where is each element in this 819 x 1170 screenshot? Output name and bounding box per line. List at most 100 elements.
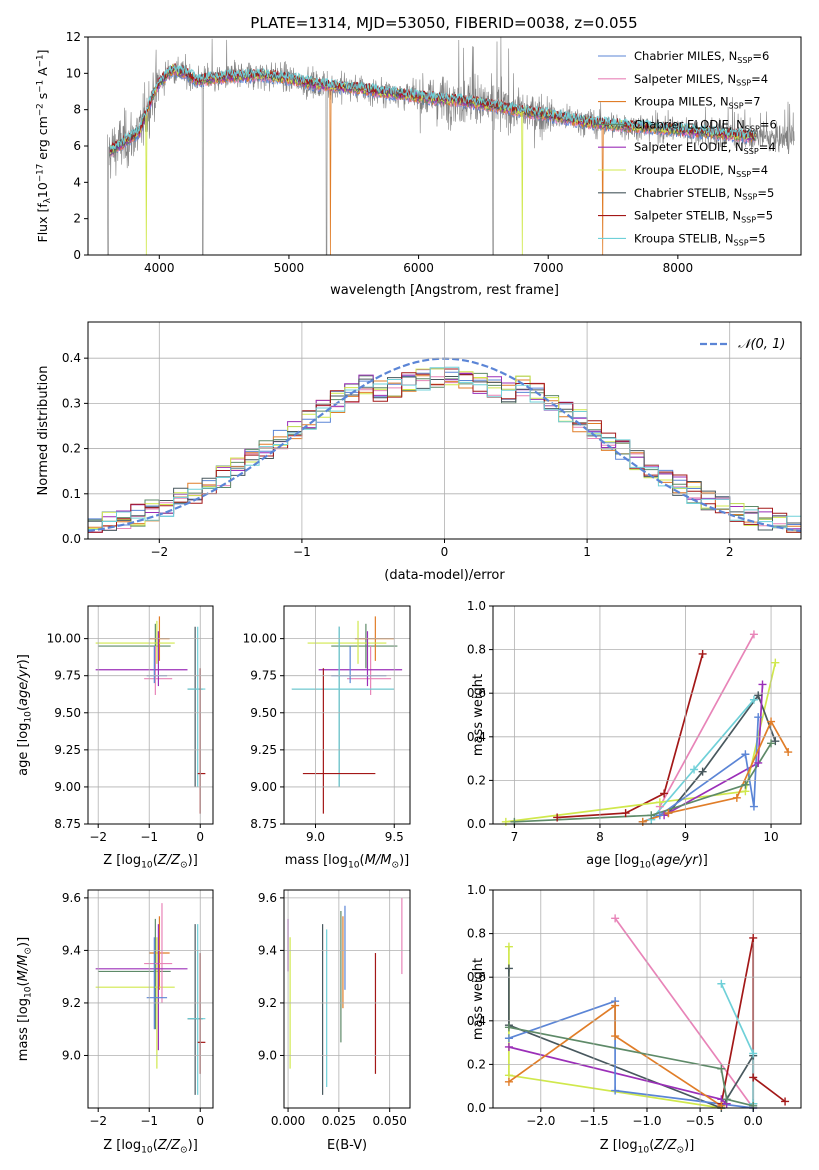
label-part: )] [16,937,31,947]
weight-line-salpeter-miles [659,633,755,808]
figure-title: PLATE=1314, MJD=53050, FIBERID=0038, z=0… [250,14,637,32]
x-tick-label: −1.0 [632,1114,661,1128]
label-part: Kroupa MILES, N [634,95,729,109]
label-part: )] [684,1138,694,1153]
x-tick-label: −1 [140,830,158,844]
weight-marker [749,802,758,811]
y-tick-label: 9.4 [62,943,81,957]
label-part: ⊙ [180,860,188,870]
label-part: −1 [36,54,46,67]
weight-marker [647,811,656,820]
y-axis-label: mass weight [471,674,486,756]
label-part: M/M [365,853,392,868]
label-part: λ [43,198,53,203]
model-spectrum-kroupa-stelib [109,64,756,150]
label-part: −17 [36,164,46,182]
legend-label: Salpeter STELIB, NSSP=5 [634,209,773,225]
label-part: 10 [638,1145,650,1155]
y-tick-label: 10 [66,66,81,80]
weight-marker [611,1001,620,1010]
label-part: Z [log [103,1138,141,1153]
legend-label: Kroupa MILES, NSSP=7 [634,95,761,111]
label-part: SSP [729,101,744,110]
y-tick-label: 0.2 [467,1057,486,1071]
y-tick-label: 0.4 [467,730,486,744]
y-tick-label: 10.00 [243,632,277,646]
weight-marker [749,695,758,704]
x-tick-label: 2 [726,545,734,559]
weight-marker [611,1032,620,1041]
weight-marker [754,713,763,722]
label-part: ⊙ [180,1145,188,1155]
y-tick-label: 9.6 [258,891,277,905]
x-tick-label: 0.050 [372,1114,406,1128]
weight-marker [771,658,780,667]
y-tick-label: 6 [73,139,81,153]
label-part: )] [16,654,31,664]
label-part: =7 [744,95,761,109]
label-part: ( [153,853,158,868]
weight-marker [553,813,562,822]
label-part: SSP [745,124,760,133]
weight-marker [754,691,763,700]
label-part: ( [651,853,656,868]
weight-marker [504,1042,513,1051]
label-part: )] [188,853,198,868]
label-part: SSP [742,193,757,202]
x-tick-label: 7 [511,830,519,844]
x-axis-label: (data-model)/error [384,568,505,583]
label-part: ( [16,706,31,711]
weight-marker [698,649,707,658]
label-part: Flux [f [35,203,50,243]
axes-frame [87,889,214,1109]
label-part: SSP [736,79,751,88]
y-axis-label: Normed distribution [36,366,51,496]
weight-marker [758,680,767,689]
legend-label: 𝒩(0, 1) [738,337,785,352]
label-part: =4 [751,163,768,177]
x-tick-label: 8000 [663,261,694,275]
weight-marker [741,780,750,789]
label-part: ⊙ [391,860,399,870]
label-part: ( [153,1138,158,1153]
x-tick-label: 10 [763,830,778,844]
label-part: )] [188,1138,198,1153]
weight-marker [504,1034,513,1043]
y-tick-label: 0.8 [467,927,486,941]
label-part: age [log [16,723,31,776]
x-axis-label: age [log10(age/yr)] [586,853,708,870]
label-part: )] [698,853,708,868]
y-tick-label: 9.50 [54,706,81,720]
axes-frame [492,605,802,825]
legend-label: Kroupa ELODIE, NSSP=4 [634,163,768,179]
age-vs-mass-panel: 9.0 9.5 8.75 9.00 9.25 9.50 9.75 10.00 mass [log… [243,605,411,870]
x-tick-label: 9 [682,830,690,844]
y-tick-label: 9.2 [258,996,277,1010]
y-tick-label: 9.00 [54,780,81,794]
legend-label: Kroupa STELIB, NSSP=5 [634,231,766,247]
label-part: =4 [751,72,768,86]
y-tick-label: 9.6 [62,891,81,905]
label-part: 10 [639,860,651,870]
label-part: Z [log [600,1138,638,1153]
x-axis-label: mass [log10(M/M⊙)] [285,853,409,870]
x-tick-label: 0 [196,1114,204,1128]
y-tick-label: 0.6 [467,970,486,984]
label-part: )] [399,853,409,868]
x-tick-label: 8 [596,830,604,844]
label-part: 10 [141,1145,153,1155]
weight-marker [664,809,673,818]
label-part: SSP [737,56,752,65]
label-part: −1 [36,80,46,93]
weight-marker [717,1064,726,1073]
x-tick-label: 7000 [533,261,564,275]
model-spectrum-salpeter-stelib [109,62,756,153]
label-part: A [35,67,50,80]
y-tick-label: 8 [73,103,81,117]
weight-marker [504,964,513,973]
x-tick-label: −2 [89,1114,107,1128]
y-tick-label: 8.75 [250,817,277,831]
x-tick-label: 0.0 [744,1114,763,1128]
label-part: SSP [736,170,751,179]
